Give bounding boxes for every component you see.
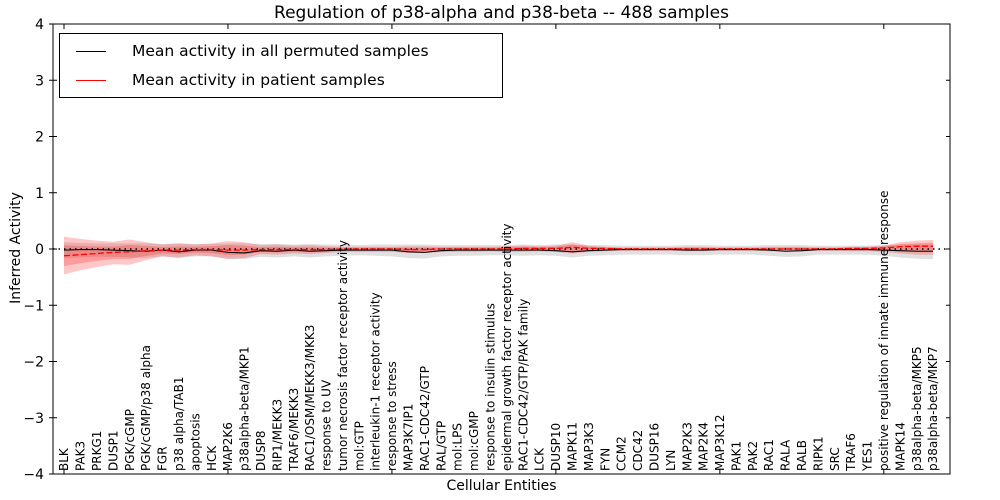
x-tick-label: TRAF6 xyxy=(844,433,858,472)
x-tick-label: PAK3 xyxy=(74,441,88,471)
x-tick-label: DUSP1 xyxy=(106,430,120,471)
x-tick-label: MAP2K4 xyxy=(697,422,711,471)
x-tick-label: BLK xyxy=(57,447,71,471)
x-tick-label: MAP3K3 xyxy=(582,422,596,471)
x-tick-label: SRC xyxy=(828,447,842,471)
x-tick-label: CDC42 xyxy=(631,430,645,471)
mean-line-patient xyxy=(63,245,933,257)
x-tick-label: apoptosis xyxy=(188,413,202,471)
legend-entry-permuted: Mean activity in all permuted samples xyxy=(60,37,502,65)
x-tick-label: DUSP16 xyxy=(647,423,661,471)
x-tick-label: RIP1/MEKK3 xyxy=(270,399,284,471)
y-tick-label: −4 xyxy=(23,467,44,483)
y-tick-label: 0 xyxy=(35,242,44,258)
x-tick-label: YES1 xyxy=(861,441,875,472)
x-tick-label: PAK1 xyxy=(729,441,743,471)
x-tick-label: HCK xyxy=(205,445,219,471)
legend-entry-patient: Mean activity in patient samples xyxy=(60,66,502,94)
x-tick-label: response to UV xyxy=(320,379,334,471)
x-tick-label: RAC1 xyxy=(762,439,776,471)
y-tick-label: −2 xyxy=(23,355,44,371)
x-tick-label: MAPK11 xyxy=(565,422,579,471)
y-tick-label: 4 xyxy=(35,17,44,33)
x-tick-label: MAP2K3 xyxy=(680,422,694,471)
x-tick-label: epidermal growth factor receptor activit… xyxy=(500,224,514,471)
y-tick-label: −3 xyxy=(23,411,44,427)
x-tick-label: RALB xyxy=(795,440,809,471)
x-tick-label: tumor necrosis factor receptor activity xyxy=(336,240,350,471)
confidence-band-patient-outer xyxy=(64,236,933,275)
y-tick-label: −1 xyxy=(23,298,44,314)
x-tick-label: p38alpha-beta/MKP1 xyxy=(238,346,252,471)
x-tick-label: DUSP10 xyxy=(549,423,563,471)
x-tick-label: LYN xyxy=(664,450,678,471)
x-tick-label: positive regulation of innate immune res… xyxy=(877,191,891,471)
x-tick-label: response to insulin stimulus xyxy=(484,303,498,471)
x-tick-label: FGR xyxy=(156,446,170,471)
x-tick-label: MAP2K6 xyxy=(221,422,235,471)
x-tick-label: MAPK14 xyxy=(893,422,907,471)
x-tick-label: PAK2 xyxy=(746,441,760,471)
x-tick-label: PGK/cGMP xyxy=(123,409,137,471)
x-tick-label: PGK/cGMP/p38 alpha xyxy=(139,345,153,471)
x-tick-label: response to stress xyxy=(385,361,399,471)
x-tick-label: interleukin-1 receptor activity xyxy=(369,292,383,471)
confidence-band-permuted xyxy=(64,242,933,260)
x-tick-label: TRAF6/MEKK3 xyxy=(287,388,301,472)
x-tick-label: RAL/GTP xyxy=(434,421,448,471)
x-tick-label: RALA xyxy=(779,439,793,471)
y-tick-label: 1 xyxy=(35,186,44,202)
x-tick-label: LCK xyxy=(533,447,547,471)
x-tick-label: DUSP8 xyxy=(254,430,268,471)
x-tick-label: RAC1/OSM/MEKK3/MKK3 xyxy=(303,325,317,471)
legend-label-patient: Mean activity in patient samples xyxy=(132,71,385,89)
legend-line-permuted-icon xyxy=(76,50,106,52)
x-tick-label: RAC1-CDC42/GTP xyxy=(418,366,432,471)
legend: Mean activity in all permuted samples Me… xyxy=(59,33,503,98)
x-tick-label: mol:cGMP xyxy=(467,411,481,471)
x-tick-label: p38alpha-beta/MKP5 xyxy=(910,346,924,471)
x-tick-label: RAC1-CDC42/GTP/PAK family xyxy=(516,299,530,471)
chart-title: Regulation of p38-alpha and p38-beta -- … xyxy=(274,3,729,23)
x-tick-label: MAP3K12 xyxy=(713,414,727,471)
x-tick-label: CCM2 xyxy=(615,436,629,471)
y-tick-label: 3 xyxy=(35,73,44,89)
x-tick-label: mol:GTP xyxy=(352,421,366,471)
legend-label-permuted: Mean activity in all permuted samples xyxy=(132,42,429,60)
y-tick-label: 2 xyxy=(35,130,44,146)
confidence-band-patient-inner xyxy=(64,242,933,266)
x-tick-label: p38alpha-beta/MKP7 xyxy=(926,346,940,471)
x-axis-title: Cellular Entities xyxy=(446,478,557,494)
x-tick-label: mol:LPS xyxy=(451,423,465,471)
legend-line-patient-icon xyxy=(76,79,106,81)
x-tick-label: PRKG1 xyxy=(90,431,104,471)
x-tick-label: MAP3K7IP1 xyxy=(402,404,416,471)
x-tick-label: p38 alpha/TAB1 xyxy=(172,377,186,471)
y-axis-title: Inferred Activity xyxy=(8,192,24,304)
x-tick-label: RIPK1 xyxy=(811,436,825,471)
x-tick-label: FYN xyxy=(598,448,612,471)
